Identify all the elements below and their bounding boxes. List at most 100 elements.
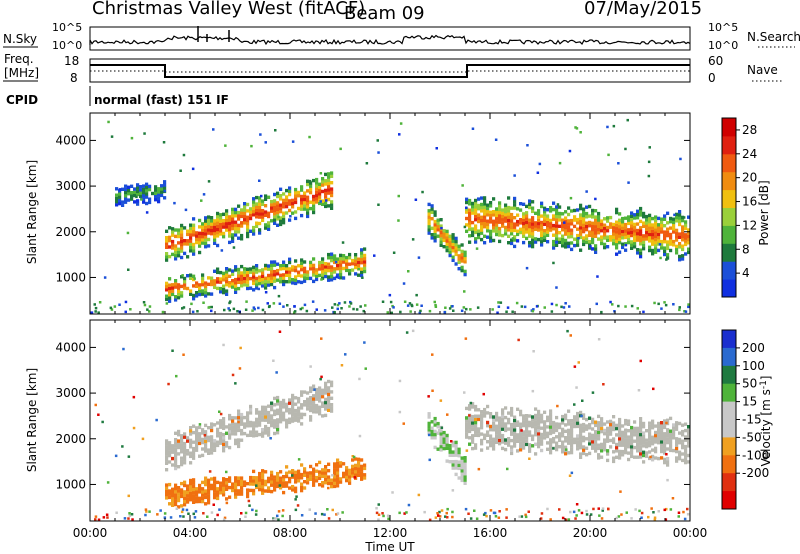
heatmap-cell <box>360 261 364 265</box>
heatmap-cell <box>591 228 595 232</box>
scatter-cell <box>658 243 662 246</box>
velocity-colorbar-segment <box>722 347 736 367</box>
heatmap-cell <box>327 172 331 176</box>
heatmap-cell <box>660 456 664 460</box>
heatmap-cell <box>360 270 364 274</box>
heatmap-cell <box>163 183 167 187</box>
heatmap-cell <box>648 434 652 438</box>
heatmap-cell <box>427 215 431 219</box>
heatmap-cell <box>189 445 193 449</box>
heatmap-cell <box>264 286 268 290</box>
heatmap-cell <box>457 267 461 271</box>
heatmap-cell <box>513 441 517 445</box>
scatter-cell <box>494 138 498 141</box>
heatmap-cell <box>474 443 478 447</box>
nsearch-label: N.Search <box>747 30 800 44</box>
heatmap-cell <box>363 476 367 480</box>
heatmap-cell <box>618 456 622 460</box>
heatmap-cell <box>183 280 187 284</box>
heatmap-cell <box>154 191 158 195</box>
heatmap-cell <box>297 409 301 414</box>
heatmap-cell <box>300 485 304 490</box>
heatmap-cell <box>516 213 520 217</box>
scatter-cell <box>575 503 579 506</box>
heatmap-cell <box>630 438 634 443</box>
heatmap-cell <box>504 422 508 426</box>
heatmap-cell <box>177 250 181 255</box>
heatmap-cell <box>267 476 271 481</box>
heatmap-cell <box>231 210 235 215</box>
heatmap-cell <box>639 251 643 256</box>
heatmap-cell <box>154 194 158 199</box>
heatmap-cell <box>454 236 458 241</box>
scatter-cell <box>581 399 584 402</box>
heatmap-cell <box>576 221 580 225</box>
scatter-cell <box>483 202 486 206</box>
heatmap-cell <box>171 246 175 250</box>
heatmap-cell <box>228 433 232 437</box>
heatmap-cell <box>279 267 283 271</box>
noise-cell <box>589 513 593 516</box>
nsky-strip-frame <box>89 26 691 51</box>
heatmap-cell <box>219 280 223 284</box>
heatmap-cell <box>282 475 286 479</box>
heatmap-cell <box>354 466 358 471</box>
heatmap-cell <box>171 497 175 501</box>
heatmap-cell <box>318 201 322 206</box>
heatmap-cell <box>495 210 499 214</box>
heatmap-cell <box>198 425 202 430</box>
heatmap-cell <box>460 459 464 463</box>
heatmap-cell <box>436 228 440 232</box>
heatmap-cell <box>204 502 208 506</box>
scatter-cell <box>184 208 188 212</box>
scatter-cell <box>556 203 560 206</box>
heatmap-cell <box>330 265 334 269</box>
heatmap-cell <box>636 228 640 233</box>
noise-cell <box>222 518 226 521</box>
heatmap-cell <box>678 450 682 454</box>
heatmap-cell <box>168 444 172 448</box>
heatmap-cell <box>457 260 461 264</box>
heatmap-cell <box>460 256 464 260</box>
noise-cell <box>585 509 588 513</box>
heatmap-cell <box>234 210 238 215</box>
scatter-cell <box>258 179 261 182</box>
heatmap-cell <box>330 481 334 486</box>
heatmap-cell <box>270 473 274 478</box>
heatmap-cell <box>312 483 316 487</box>
heatmap-cell <box>471 446 475 451</box>
heatmap-cell <box>270 401 274 405</box>
noise-cell <box>156 513 159 516</box>
heatmap-cell <box>312 403 316 408</box>
heatmap-cell <box>279 276 283 281</box>
heatmap-cell <box>240 416 244 420</box>
heatmap-cell <box>327 392 331 396</box>
heatmap-cell <box>171 463 175 467</box>
heatmap-cell <box>546 224 550 228</box>
noise-cell <box>598 514 601 517</box>
heatmap-cell <box>306 182 310 187</box>
heatmap-cell <box>513 428 517 432</box>
heatmap-cell <box>309 415 313 419</box>
heatmap-cell <box>192 252 196 256</box>
heatmap-cell <box>279 219 283 223</box>
heatmap-cell <box>222 278 226 282</box>
heatmap-cell <box>309 477 313 481</box>
heatmap-cell <box>297 469 301 473</box>
heatmap-cell <box>597 414 601 419</box>
heatmap-cell <box>615 239 619 244</box>
heatmap-cell <box>303 400 307 404</box>
heatmap-cell <box>285 418 289 423</box>
heatmap-cell <box>324 477 328 482</box>
noise-cell <box>428 309 432 313</box>
heatmap-cell <box>489 443 493 448</box>
heatmap-cell <box>318 396 322 400</box>
heatmap-cell <box>186 500 190 504</box>
heatmap-cell <box>648 229 652 233</box>
heatmap-cell <box>174 496 178 500</box>
heatmap-cell <box>648 248 652 253</box>
heatmap-cell <box>240 479 244 483</box>
noise-cell <box>434 303 437 307</box>
noise-cell <box>669 508 673 511</box>
cpid-label: CPID <box>6 93 38 107</box>
